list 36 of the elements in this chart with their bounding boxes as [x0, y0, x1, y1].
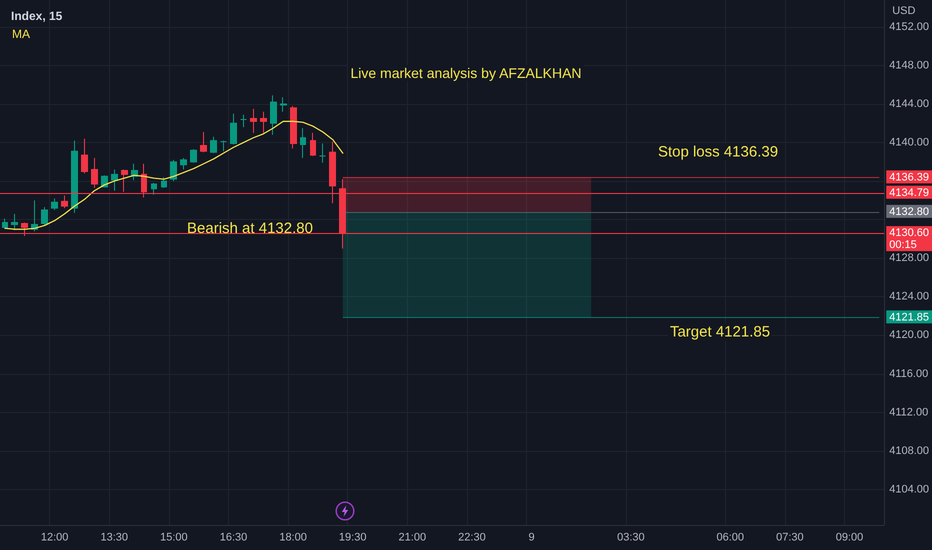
ref-line-label: 4130.60 00:15 [889, 227, 930, 252]
x-tick-label: 13:30 [100, 532, 128, 544]
y-tick-label: 4144.00 [889, 98, 930, 110]
x-tick-label: 19:30 [338, 532, 366, 544]
x-tick-label: 21:00 [398, 532, 426, 544]
x-tick-label: 12:00 [40, 532, 68, 544]
text: MA [12, 27, 30, 41]
ref-line-label: 4136.39 [889, 171, 930, 184]
text: Index, 15 [11, 9, 63, 23]
annotation: Live market analysis by AFZALKHAN [350, 65, 582, 81]
ref-line-label: 4134.79 [889, 186, 930, 199]
y-tick-label: 4148.00 [889, 60, 930, 72]
x-tick-label: 07:30 [776, 532, 804, 544]
y-tick-label: 4108.00 [889, 444, 930, 457]
x-tick-label: 03:30 [617, 532, 645, 544]
annotation: Bearish at 4132.80 [187, 220, 313, 237]
y-axis-title: USD [892, 5, 916, 17]
x-tick-label: 9 [528, 532, 535, 544]
y-tick-label: 4116.00 [889, 368, 928, 380]
x-tick-label: 15:00 [160, 532, 188, 544]
y-tick-label: 4128.00 [889, 252, 930, 264]
y-tick-label: 4112.00 [889, 406, 928, 418]
ref-line-label: 4132.80 [889, 206, 930, 218]
y-tick-label: 4140.00 [889, 136, 930, 149]
x-tick-label: 22:30 [458, 532, 486, 544]
annotation: Stop loss 4136.39 [658, 144, 778, 160]
ref-line-label: 4121.85 [889, 311, 930, 324]
y-tick-label: 4104.00 [889, 483, 930, 496]
x-tick-label: 18:00 [279, 532, 307, 544]
x-tick-label: 09:00 [836, 532, 864, 544]
x-tick-label: 16:30 [220, 532, 248, 544]
y-tick-label: 4152.00 [889, 20, 930, 33]
x-tick-label: 06:00 [716, 532, 744, 544]
annotation: Target 4121.85 [670, 324, 770, 340]
y-tick-label: 4124.00 [889, 290, 930, 303]
y-tick-label: 4120.00 [889, 329, 930, 342]
